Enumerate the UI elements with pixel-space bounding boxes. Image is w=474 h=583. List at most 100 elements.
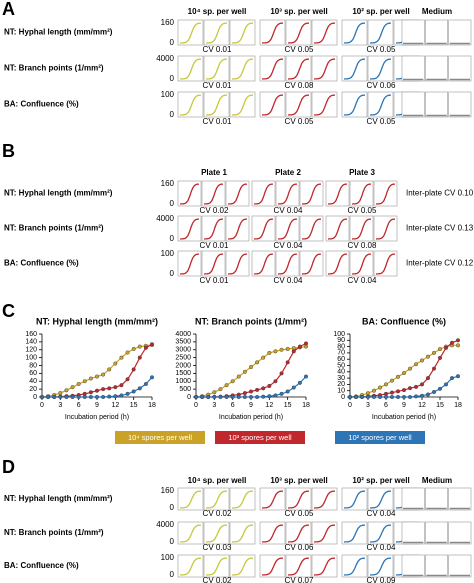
x-tick-label: 18 <box>148 402 156 409</box>
mini-curve <box>343 58 366 80</box>
mini-curve <box>227 253 248 275</box>
data-point <box>420 358 425 363</box>
mini-plot-frame <box>311 19 338 46</box>
mini-curve <box>261 490 284 509</box>
data-point <box>285 346 290 351</box>
cv-label: CV 0.08 <box>348 241 377 250</box>
mini-plot-frame <box>448 55 472 82</box>
y-tick-label: 160 <box>25 331 37 338</box>
y-tick-label: 0 <box>170 110 175 119</box>
mini-curve <box>203 218 224 240</box>
mini-plot-frame <box>275 180 300 207</box>
data-point <box>366 395 371 400</box>
x-tick-label: 12 <box>418 402 426 409</box>
mini-plot-frame <box>251 180 276 207</box>
data-point <box>242 395 247 400</box>
data-point <box>40 395 45 400</box>
data-point <box>408 386 413 391</box>
data-point <box>230 379 235 384</box>
cv-label: CV 0.05 <box>285 509 314 518</box>
data-point <box>107 386 112 391</box>
y-tick-label: 10 <box>337 388 345 395</box>
series-line <box>196 342 307 398</box>
data-point <box>261 394 266 399</box>
data-point <box>426 354 431 359</box>
y-tick-label: 20 <box>29 386 37 393</box>
x-tick-label: 3 <box>212 402 216 409</box>
data-point <box>88 376 93 381</box>
y-tick-label: 0 <box>170 199 175 208</box>
mini-curve <box>313 557 336 576</box>
data-point <box>82 379 87 384</box>
mini-curve <box>343 490 366 509</box>
data-point <box>230 395 235 400</box>
mini-curve <box>205 94 228 116</box>
mini-plot-frame <box>425 91 448 118</box>
legend-swatch <box>335 431 425 444</box>
y-tick-label: 1500 <box>175 370 191 377</box>
mini-plot-frame <box>311 55 338 82</box>
x-tick-label: 15 <box>284 402 292 409</box>
data-point <box>58 391 63 396</box>
y-tick-label: 20 <box>337 381 345 388</box>
data-point <box>236 374 241 379</box>
legend-swatch <box>115 431 205 444</box>
data-point <box>420 382 425 387</box>
x-tick-label: 15 <box>130 402 138 409</box>
data-point <box>248 395 253 400</box>
mini-plot-frame <box>203 521 230 545</box>
data-point <box>46 395 51 400</box>
mini-plot-frame <box>229 487 256 511</box>
mini-curve <box>277 183 298 205</box>
mini-curve <box>301 183 322 205</box>
cv-label: CV 0.07 <box>285 576 314 583</box>
mini-curve <box>261 524 284 543</box>
data-point <box>396 395 401 400</box>
mini-plot-frame <box>401 55 425 82</box>
data-point <box>101 372 106 377</box>
mini-curve <box>231 524 254 543</box>
data-point <box>384 382 389 387</box>
data-point <box>131 389 136 394</box>
y-tick-label: 0 <box>187 394 191 401</box>
x-tick-label: 9 <box>95 402 99 409</box>
mini-plot-frame <box>201 215 226 242</box>
mini-plot-frame <box>285 91 312 118</box>
data-point <box>304 374 309 379</box>
mini-curve <box>313 490 336 509</box>
data-point <box>107 367 112 372</box>
data-point <box>88 395 93 400</box>
mini-plot-frame <box>229 521 256 545</box>
y-tick-label: 140 <box>25 339 37 346</box>
mini-plot-frame <box>448 487 472 511</box>
data-point <box>125 350 130 355</box>
mini-plot-frame <box>203 55 230 82</box>
data-point <box>414 362 419 367</box>
mini-plot-frame <box>177 91 204 118</box>
mini-curve <box>261 58 284 80</box>
mini-plot-frame <box>401 487 425 511</box>
mini-curve <box>369 557 392 576</box>
mini-curve <box>205 22 228 44</box>
x-tick-label: 3 <box>58 402 62 409</box>
y-tick-label: 100 <box>25 354 37 361</box>
data-point <box>390 390 395 395</box>
mini-plot-frame <box>401 19 425 46</box>
mini-plot-frame <box>299 180 324 207</box>
mini-plot-frame <box>259 19 286 46</box>
inter-plate-cv: Inter-plate CV 0.12 <box>406 259 474 268</box>
data-point <box>390 395 395 400</box>
x-tick-label: 6 <box>231 402 235 409</box>
data-point <box>420 393 425 398</box>
y-tick-label: 2000 <box>175 362 191 369</box>
data-point <box>378 395 383 400</box>
data-point <box>70 395 75 400</box>
data-point <box>218 395 223 400</box>
data-point <box>384 395 389 400</box>
mini-plot-frame <box>201 250 226 277</box>
mini-plot-frame <box>225 250 250 277</box>
x-tick-label: 9 <box>249 402 253 409</box>
data-point <box>242 391 247 396</box>
mini-plot-frame <box>225 215 250 242</box>
